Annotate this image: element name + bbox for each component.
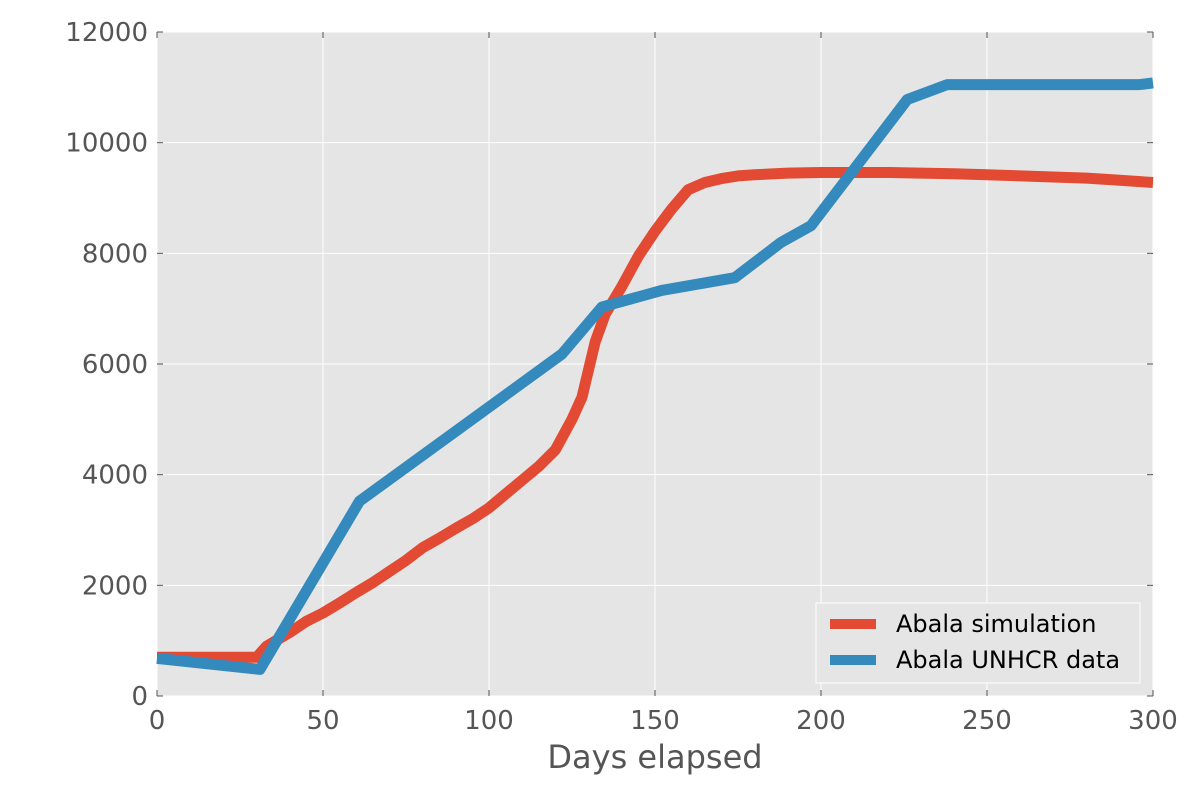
- x-tick-label: 100: [464, 706, 514, 736]
- y-tick-label: 10000: [65, 129, 148, 159]
- y-tick-label: 4000: [82, 461, 148, 491]
- legend-label-abala-unhcr-data: Abala UNHCR data: [896, 646, 1120, 674]
- y-tick-label: 0: [131, 682, 148, 712]
- x-tick-label: 50: [306, 706, 339, 736]
- legend-box: [815, 602, 1141, 684]
- x-tick-label: 0: [149, 706, 166, 736]
- y-tick-label: 8000: [82, 239, 148, 269]
- axis-ticks: 0 50 100 150 200 250 300 0 2000 4000 6000 8000 10000…: [65, 18, 1178, 736]
- y-tick-label: 2000: [82, 571, 148, 601]
- x-tick-label: 200: [796, 706, 846, 736]
- series-line-abala-simulation: [157, 167, 1154, 663]
- legend: Abala simulation Abala UNHCR data: [815, 602, 1141, 684]
- x-tick-label: 250: [962, 706, 1012, 736]
- x-axis-label: Days elapsed: [547, 738, 762, 776]
- series-lines: [156, 77, 1154, 675]
- y-tick-label: 6000: [82, 350, 148, 380]
- series-line-abala-unhcr-data: [156, 77, 1154, 675]
- y-tick-label: 12000: [65, 18, 148, 48]
- x-tick-label: 300: [1128, 706, 1178, 736]
- legend-label-abala-simulation: Abala simulation: [896, 610, 1096, 638]
- x-tick-label: 150: [630, 706, 680, 736]
